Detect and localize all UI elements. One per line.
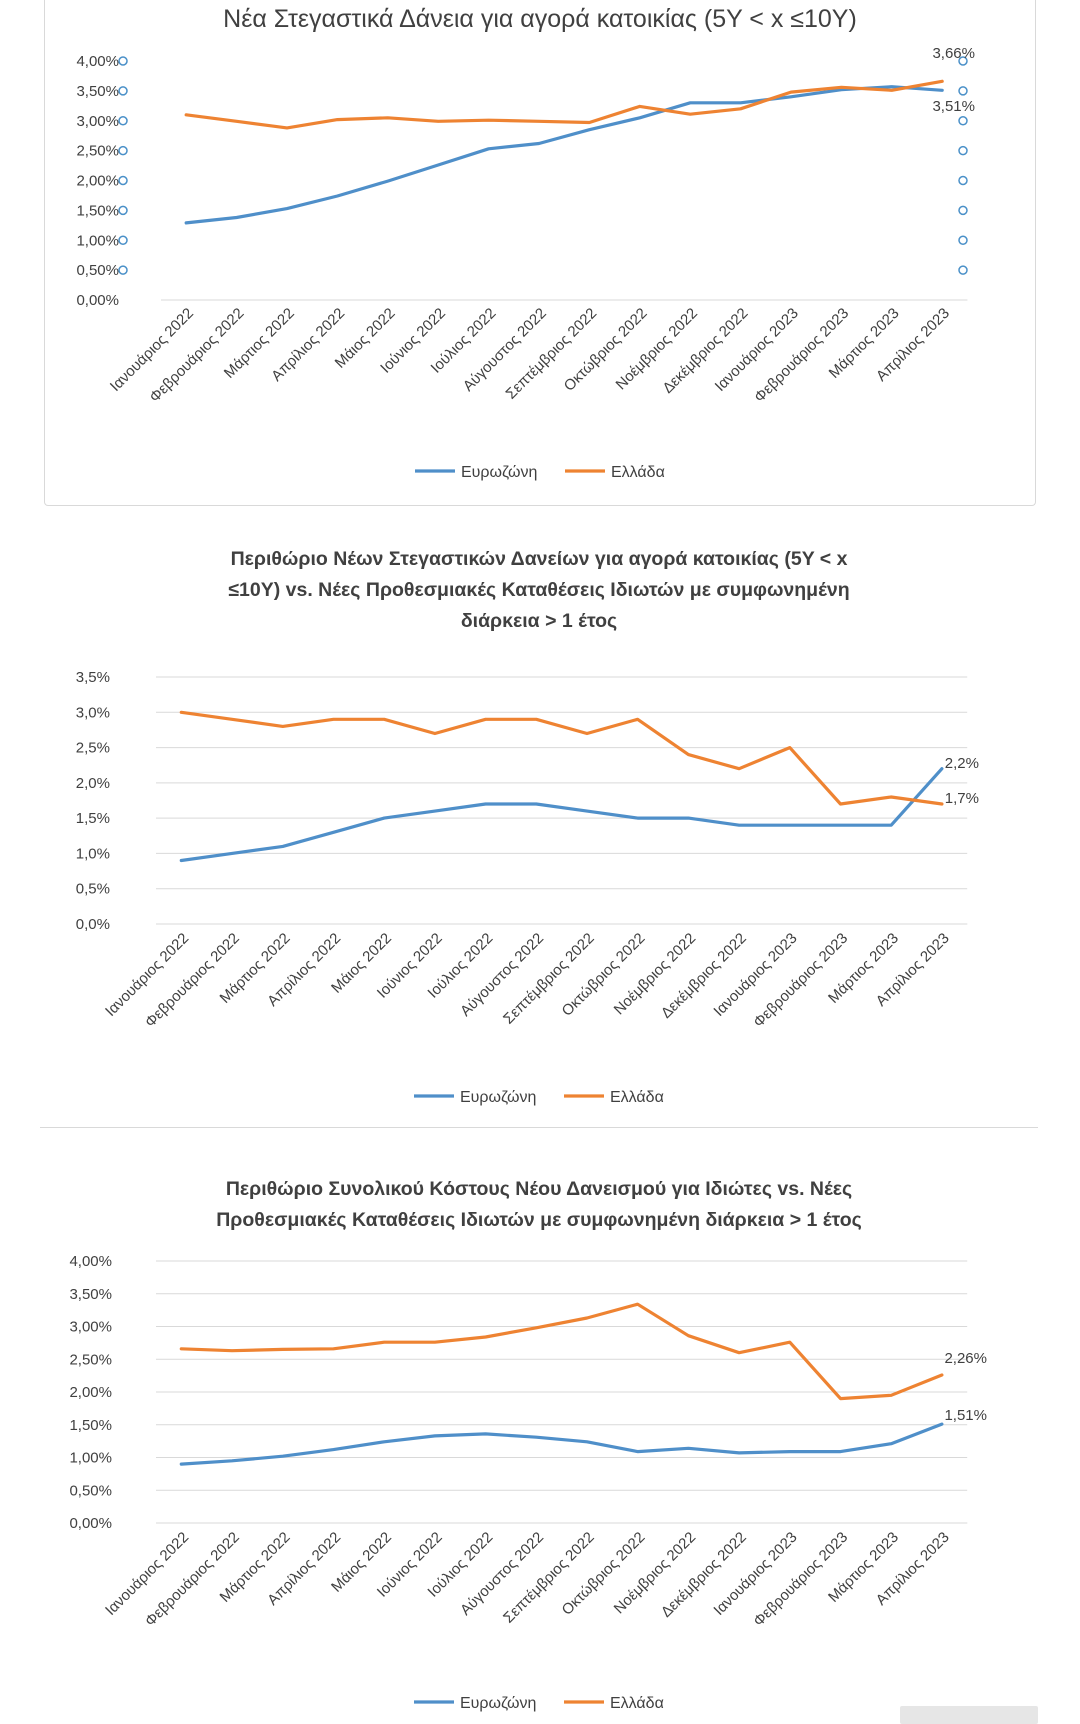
chart-1: Νέα Στεγαστικά Δάνεια για αγορά κατοικία… bbox=[76, 5, 975, 481]
y-tick-label: 4,00% bbox=[69, 1253, 112, 1270]
y-tick-label: 2,5% bbox=[76, 740, 110, 757]
x-tick-label: Ιανουάριος 2022 bbox=[102, 930, 192, 1020]
x-tick-label: Ιανουάριος 2022 bbox=[107, 305, 197, 395]
chart-panel-2: Περιθώριο Νέων Στεγαστικών Δανείων για α… bbox=[40, 535, 1038, 1128]
legend-label-greece: Ελλάδα bbox=[610, 1089, 664, 1106]
x-tick-label: Σεπτέμβριος 2022 bbox=[500, 930, 598, 1028]
y-tick-label: 0,00% bbox=[76, 292, 119, 309]
x-tick-label: Φεβρουάριος 2022 bbox=[142, 1529, 243, 1630]
selection-handle bbox=[118, 175, 128, 186]
selection-handle bbox=[118, 56, 128, 66]
selection-handle bbox=[118, 265, 128, 275]
y-tick-label: 3,5% bbox=[76, 669, 110, 686]
x-tick-label: Δεκέμβριος 2022 bbox=[658, 1529, 750, 1621]
legend-label-eurozone: Ευρωζώνη bbox=[460, 1089, 536, 1106]
y-tick-label: 0,5% bbox=[76, 881, 110, 898]
y-tick-label: 3,50% bbox=[69, 1286, 112, 1303]
selection-handle bbox=[958, 205, 968, 216]
y-tick-label: 2,50% bbox=[69, 1351, 112, 1368]
x-tick-label: Φεβρουάριος 2022 bbox=[146, 305, 247, 406]
series-line-eurozone bbox=[179, 1422, 944, 1466]
y-tick-label: 3,50% bbox=[76, 83, 119, 100]
chart-title-line: Νέα Στεγαστικά Δάνεια για αγορά κατοικία… bbox=[223, 5, 857, 33]
y-tick-label: 0,0% bbox=[76, 916, 110, 933]
data-label-greece: 2,26% bbox=[944, 1350, 987, 1367]
chart-2: Περιθώριο Νέων Στεγαστικών Δανείων για α… bbox=[76, 548, 979, 1106]
legend-label-greece: Ελλάδα bbox=[611, 464, 665, 481]
selection-handle bbox=[958, 86, 968, 96]
y-tick-label: 0,00% bbox=[69, 1515, 112, 1532]
y-tick-label: 1,50% bbox=[76, 202, 119, 219]
y-tick-label: 4,00% bbox=[76, 53, 119, 70]
series-line-greece bbox=[184, 79, 944, 130]
selection-handle bbox=[958, 265, 968, 275]
y-tick-label: 2,00% bbox=[69, 1384, 112, 1401]
x-tick-label: Σεπτέμβριος 2022 bbox=[500, 1529, 598, 1627]
x-tick-label: Φεβρουάριος 2023 bbox=[750, 930, 851, 1031]
x-tick-label: Δεκέμβριος 2022 bbox=[658, 930, 750, 1022]
chart-title-line: Προθεσμιακές Καταθέσεις Ιδιωτών με συμφω… bbox=[216, 1209, 862, 1231]
chart-3: Περιθώριο Συνολικού Κόστους Νέου Δανεισμ… bbox=[69, 1178, 987, 1712]
chart-title-line: ≤10Y) vs. Νέες Προθεσμιακές Καταθέσεις Ι… bbox=[228, 579, 849, 601]
data-label-greece: 1,7% bbox=[945, 790, 979, 807]
scroll-thumb[interactable] bbox=[900, 1706, 1038, 1724]
chart-title-line: διάρκεια > 1 έτος bbox=[461, 610, 617, 632]
selection-handle bbox=[118, 116, 128, 126]
x-tick-label: Φεβρουάριος 2023 bbox=[750, 1529, 851, 1630]
y-tick-label: 2,0% bbox=[76, 775, 110, 792]
x-tick-label: Φεβρουάριος 2023 bbox=[751, 305, 852, 406]
x-tick-label: Φεβρουάριος 2022 bbox=[142, 930, 243, 1031]
series-line-greece bbox=[179, 710, 944, 806]
y-tick-label: 1,0% bbox=[76, 845, 110, 862]
y-tick-label: 2,50% bbox=[76, 143, 119, 160]
x-tick-label: Σεπτέμβριος 2022 bbox=[503, 305, 601, 403]
selection-handle bbox=[958, 56, 968, 66]
y-tick-label: 1,50% bbox=[69, 1417, 112, 1434]
selection-handle bbox=[118, 205, 128, 216]
y-tick-label: 0,50% bbox=[69, 1482, 112, 1499]
y-tick-label: 3,00% bbox=[76, 113, 119, 130]
data-label-eurozone: 2,2% bbox=[945, 755, 979, 772]
y-tick-label: 1,00% bbox=[76, 232, 119, 249]
chart-panel-3: Περιθώριο Συνολικού Κόστους Νέου Δανεισμ… bbox=[40, 1160, 1038, 1724]
y-tick-label: 3,0% bbox=[76, 704, 110, 721]
y-tick-label: 0,50% bbox=[76, 262, 119, 279]
legend-label-eurozone: Ευρωζώνη bbox=[460, 1695, 536, 1712]
selection-handle bbox=[958, 116, 968, 126]
selection-handle bbox=[958, 175, 968, 186]
y-tick-label: 1,5% bbox=[76, 810, 110, 827]
x-tick-label: Ιανουάριος 2022 bbox=[102, 1529, 192, 1619]
selection-handle bbox=[958, 235, 968, 245]
x-tick-label: Δεκέμβριος 2022 bbox=[659, 305, 751, 397]
selection-handle bbox=[118, 145, 128, 156]
data-label-eurozone: 3,51% bbox=[932, 98, 975, 115]
legend-label-greece: Ελλάδα bbox=[610, 1695, 664, 1712]
data-label-greece: 3,66% bbox=[932, 45, 975, 62]
selection-handle bbox=[118, 235, 128, 245]
legend-label-eurozone: Ευρωζώνη bbox=[461, 464, 537, 481]
chart-title-line: Περιθώριο Συνολικού Κόστους Νέου Δανεισμ… bbox=[226, 1178, 852, 1200]
data-label-eurozone: 1,51% bbox=[944, 1407, 987, 1424]
series-line-eurozone bbox=[179, 767, 944, 863]
selection-handle bbox=[958, 145, 968, 156]
chart-panel-1: Νέα Στεγαστικά Δάνεια για αγορά κατοικία… bbox=[44, 0, 1036, 506]
series-line-eurozone bbox=[184, 85, 944, 225]
y-tick-label: 2,00% bbox=[76, 173, 119, 190]
y-tick-label: 1,00% bbox=[69, 1450, 112, 1467]
series-line-greece bbox=[179, 1302, 944, 1401]
chart-title-line: Περιθώριο Νέων Στεγαστικών Δανείων για α… bbox=[231, 548, 848, 570]
selection-handle bbox=[118, 86, 128, 96]
y-tick-label: 3,00% bbox=[69, 1319, 112, 1336]
